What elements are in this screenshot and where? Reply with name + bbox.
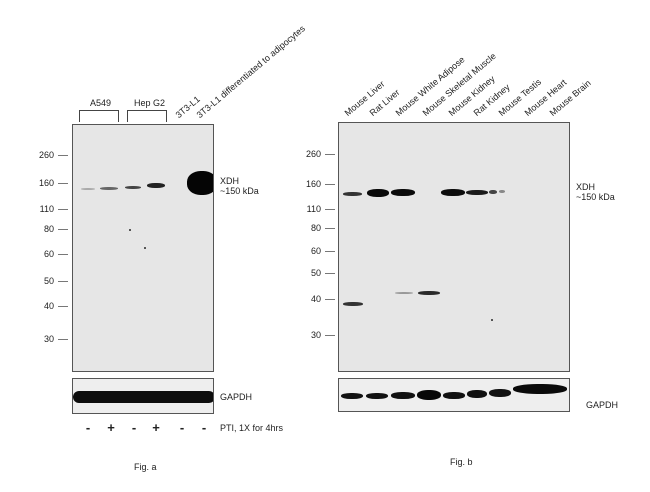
mw-marker: 50 — [310, 268, 321, 278]
mw-tick — [58, 339, 68, 340]
mw-marker: 40 — [310, 294, 321, 304]
lane-label-3t3l1-differentiated: 3T3-L1 differentiated to adipocytes — [194, 23, 308, 120]
mw-marker: 80 — [310, 223, 321, 233]
mw-tick — [325, 299, 335, 300]
caption-fig-b: Fig. b — [450, 457, 473, 467]
gapdh-band — [73, 391, 213, 403]
gapdh-band — [489, 389, 511, 397]
gapdh-band — [443, 392, 465, 399]
treatment-sign: + — [107, 420, 115, 435]
xdh-band — [81, 188, 95, 190]
treatment-sign: + — [152, 420, 160, 435]
xdh-band — [100, 187, 118, 190]
treatment-sign: - — [85, 420, 91, 435]
treatment-sign: - — [179, 420, 185, 435]
mw-tick — [325, 251, 335, 252]
target-label-a: XDH — [220, 176, 240, 186]
mw-marker: 40 — [43, 301, 54, 311]
mw-tick — [58, 209, 68, 210]
bracket-a549 — [79, 110, 119, 122]
gapdh-band — [467, 390, 487, 398]
group-label-hepg2: Hep G2 — [134, 98, 166, 108]
treatment-sign: - — [201, 420, 207, 435]
blot-panel-a — [72, 124, 214, 372]
mw-tick — [58, 183, 68, 184]
target-size-a: ~150 kDa — [220, 186, 259, 196]
treatment-sign: - — [131, 420, 137, 435]
target-label-b: XDH — [576, 182, 596, 192]
mw-marker: 110 — [306, 204, 321, 214]
mw-tick — [58, 281, 68, 282]
xdh-band — [489, 190, 497, 194]
nonspecific-band — [343, 302, 363, 306]
mw-marker: 30 — [43, 334, 54, 344]
mw-tick — [325, 184, 335, 185]
mw-marker: 60 — [43, 249, 54, 259]
mw-tick — [325, 154, 335, 155]
mw-marker: 160 — [305, 179, 321, 189]
caption-fig-a: Fig. a — [134, 462, 157, 472]
xdh-band — [466, 190, 488, 195]
mw-marker: 260 — [38, 150, 54, 160]
nonspecific-band — [395, 292, 413, 294]
blot-panel-b — [338, 122, 570, 372]
xdh-band — [147, 183, 165, 188]
mw-tick — [325, 209, 335, 210]
mw-tick — [58, 155, 68, 156]
mw-tick — [325, 228, 335, 229]
mw-tick — [58, 306, 68, 307]
target-size-b: ~150 kDa — [576, 192, 615, 202]
xdh-band — [499, 190, 505, 193]
gapdh-band — [417, 390, 441, 400]
gapdh-band — [391, 392, 415, 399]
group-label-a549: A549 — [90, 98, 112, 108]
mw-tick — [58, 229, 68, 230]
bracket-hepg2 — [127, 110, 167, 122]
xdh-band — [343, 192, 362, 196]
mw-marker: 60 — [310, 246, 321, 256]
mw-tick — [325, 335, 335, 336]
gapdh-strip-a — [72, 378, 214, 414]
mw-marker: 110 — [39, 204, 54, 214]
nonspecific-band — [418, 291, 440, 295]
xdh-band — [367, 189, 389, 197]
gapdh-band — [341, 393, 363, 399]
mw-marker: 30 — [310, 330, 321, 340]
xdh-band — [125, 186, 141, 189]
mw-tick — [325, 273, 335, 274]
xdh-band — [391, 189, 415, 196]
artifact-speck — [129, 229, 131, 231]
mw-marker: 160 — [38, 178, 54, 188]
loading-label-a: GAPDH — [220, 392, 253, 402]
xdh-band — [441, 189, 465, 196]
mw-marker: 80 — [43, 224, 54, 234]
mw-marker: 260 — [305, 149, 321, 159]
gapdh-band — [513, 384, 567, 394]
artifact-speck — [144, 247, 146, 249]
gapdh-band — [366, 393, 388, 399]
loading-label-b: GAPDH — [586, 400, 619, 410]
xdh-band — [187, 171, 213, 195]
mw-marker: 50 — [43, 276, 54, 286]
mw-tick — [58, 254, 68, 255]
treatment-label: PTI, 1X for 4hrs — [220, 423, 284, 433]
artifact-speck — [491, 319, 493, 321]
gapdh-strip-b — [338, 378, 570, 412]
